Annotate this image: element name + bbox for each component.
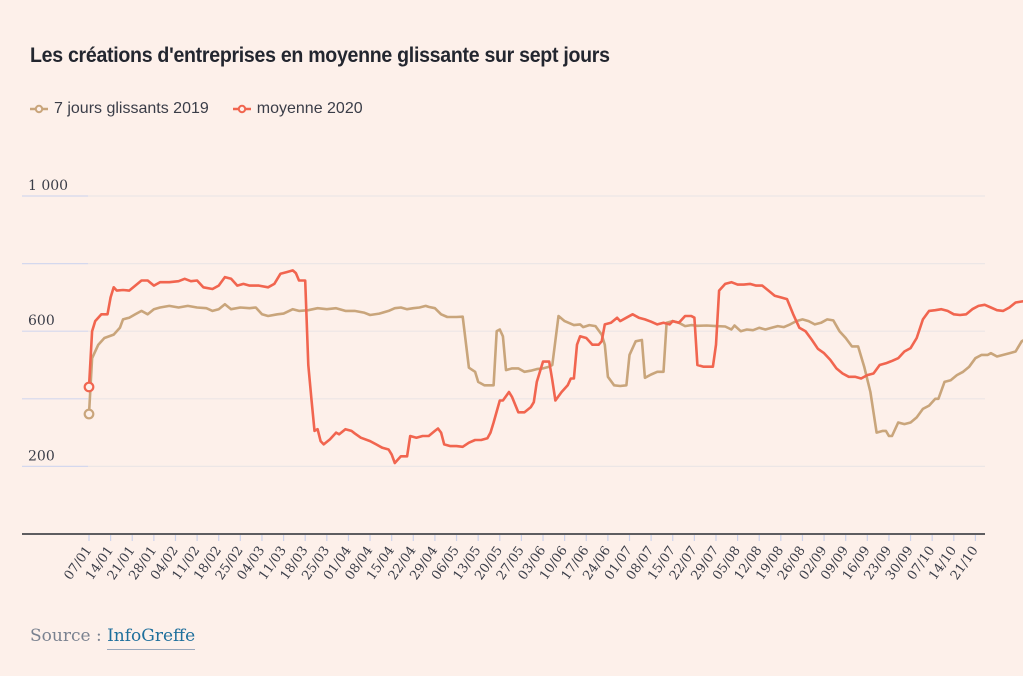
gridlines: [22, 195, 985, 467]
source-link[interactable]: InfoGreffe: [107, 626, 196, 650]
series-line-2019: [87, 302, 1023, 438]
y-tick-label: 1 000: [28, 178, 68, 194]
series-line-2020: [87, 269, 1023, 465]
x-axis: 07/0114/0121/0128/0104/0211/0218/0225/02…: [22, 533, 985, 583]
y-tick-label: 200: [28, 448, 55, 464]
legend-marker-icon: [30, 104, 48, 114]
series-lines: [83, 269, 1023, 465]
legend-item-2019[interactable]: 7 jours glissants 2019: [30, 100, 209, 118]
legend-label: 7 jours glissants 2019: [54, 100, 209, 117]
chart-title: Les créations d'entreprises en moyenne g…: [30, 44, 610, 67]
y-tick-label: 600: [28, 313, 55, 329]
y-axis-labels: 1 000 600 200: [28, 178, 68, 464]
series-start-marker: [83, 381, 95, 393]
series-start-marker: [83, 408, 95, 420]
legend: 7 jours glissants 2019 moyenne 2020: [30, 100, 363, 118]
legend-marker-icon: [232, 104, 251, 114]
source-note: Source : InfoGreffe: [30, 626, 196, 650]
legend-item-2020[interactable]: moyenne 2020: [232, 100, 363, 118]
source-prefix: Source :: [30, 626, 108, 646]
legend-label: moyenne 2020: [256, 100, 363, 117]
